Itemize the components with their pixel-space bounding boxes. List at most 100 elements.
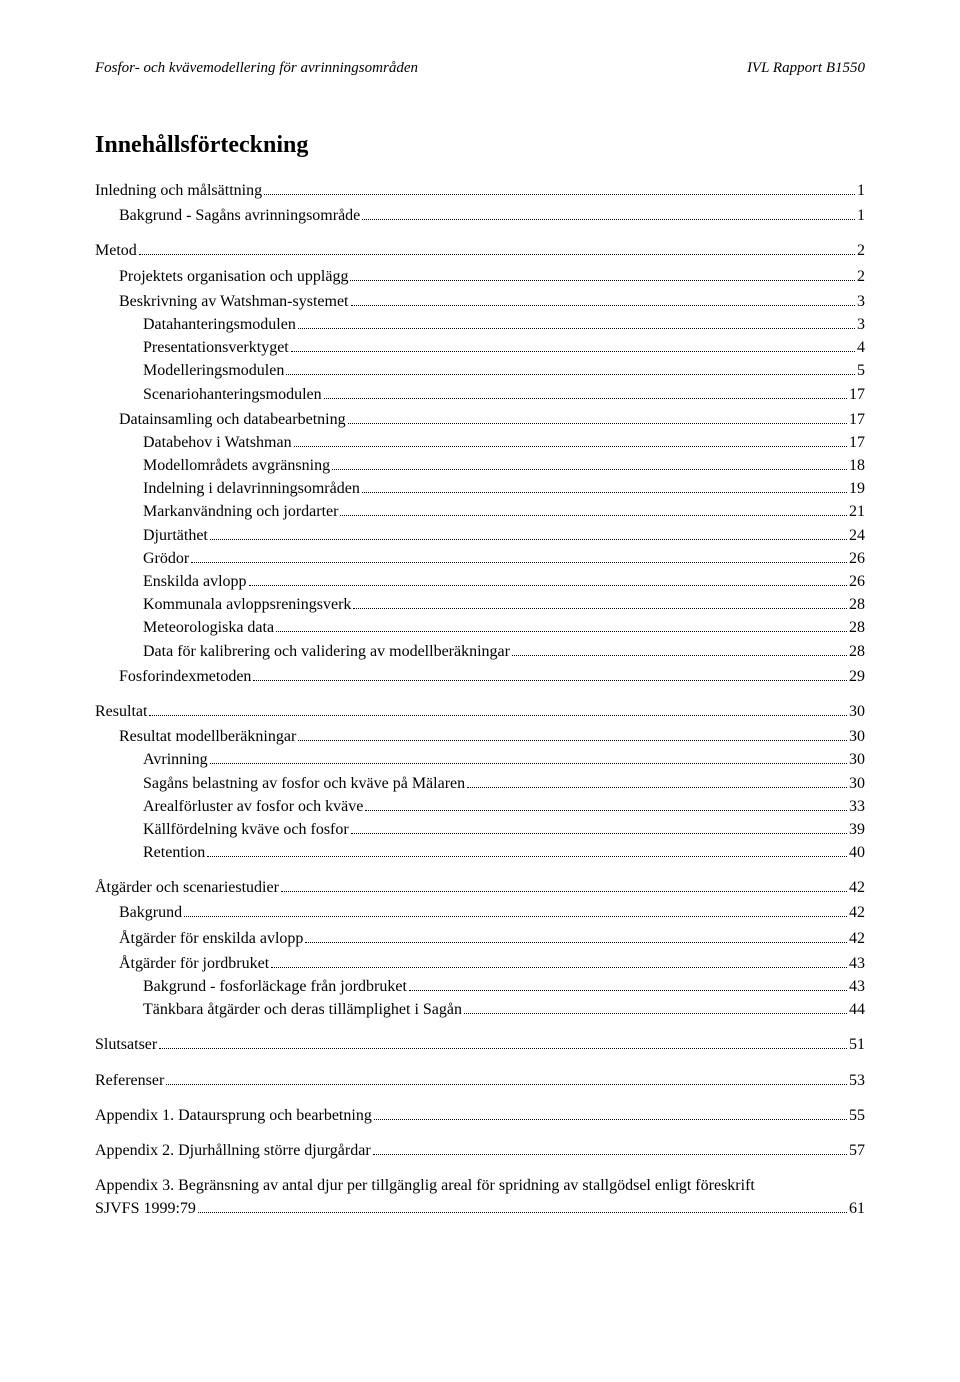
toc-entry-label: Enskilda avlopp bbox=[143, 570, 247, 593]
toc-entry-label: Slutsatser bbox=[95, 1033, 157, 1056]
toc-leader bbox=[340, 515, 847, 516]
toc-entry: Bakgrund - fosforläckage från jordbruket… bbox=[95, 975, 865, 998]
toc-leader bbox=[351, 833, 847, 834]
toc-entry-page: 3 bbox=[857, 313, 865, 336]
toc-entry-label: Retention bbox=[143, 841, 205, 864]
toc-entry-label: Projektets organisation och upplägg bbox=[119, 265, 348, 288]
toc-entry-page: 2 bbox=[857, 239, 865, 262]
toc-entry-label: Djurtäthet bbox=[143, 524, 208, 547]
toc-entry-label: Avrinning bbox=[143, 748, 208, 771]
toc-leader bbox=[298, 740, 847, 741]
toc-entry: Resultat modellberäkningar30 bbox=[95, 725, 865, 748]
toc-entry: Markanvändning och jordarter21 bbox=[95, 500, 865, 523]
toc-leader bbox=[139, 254, 855, 255]
toc-entry-page: 61 bbox=[849, 1197, 865, 1220]
toc-entry: Datahanteringsmodulen3 bbox=[95, 313, 865, 336]
toc-leader bbox=[512, 655, 847, 656]
toc-entry: Projektets organisation och upplägg 2 bbox=[95, 265, 865, 288]
toc-entry-label: Tänkbara åtgärder och deras tillämplighe… bbox=[143, 998, 462, 1021]
toc-entry-label: Arealförluster av fosfor och kväve bbox=[143, 795, 363, 818]
toc-leader bbox=[291, 351, 855, 352]
toc-entry-label: Bakgrund bbox=[119, 901, 182, 924]
toc-entry: Modelleringsmodulen5 bbox=[95, 359, 865, 382]
toc-entry-page: 28 bbox=[849, 616, 865, 639]
toc-entry-page: 43 bbox=[849, 952, 865, 975]
toc-entry: Djurtäthet 24 bbox=[95, 524, 865, 547]
toc-entry-page: 2 bbox=[857, 265, 865, 288]
toc-entry-page: 26 bbox=[849, 570, 865, 593]
toc-entry-label: SJVFS 1999:79 bbox=[95, 1197, 196, 1220]
toc-entry-label: Resultat bbox=[95, 700, 147, 723]
toc-entry-page: 42 bbox=[849, 927, 865, 950]
toc-leader bbox=[351, 305, 856, 306]
toc-leader bbox=[198, 1212, 847, 1213]
toc-entry: Slutsatser 51 bbox=[95, 1033, 865, 1056]
toc-entry: Beskrivning av Watshman-systemet 3 bbox=[95, 290, 865, 313]
toc-leader bbox=[298, 328, 855, 329]
toc-title: Innehållsförteckning bbox=[95, 132, 865, 159]
toc-leader bbox=[210, 539, 847, 540]
toc-entry: Appendix 3. Begränsning av antal djur pe… bbox=[95, 1174, 865, 1197]
toc-entry-label: Datainsamling och databearbetning bbox=[119, 408, 346, 431]
toc-entry-label: Källfördelning kväve och fosfor bbox=[143, 818, 349, 841]
toc-entry: Retention40 bbox=[95, 841, 865, 864]
toc-entry-page: 3 bbox=[857, 290, 865, 313]
toc-entry-page: 17 bbox=[849, 431, 865, 454]
toc-entry-page: 30 bbox=[849, 748, 865, 771]
toc-entry: Indelning i delavrinningsområden 19 bbox=[95, 477, 865, 500]
toc-entry-page: 57 bbox=[849, 1139, 865, 1162]
toc-entry-page: 55 bbox=[849, 1104, 865, 1127]
toc-leader bbox=[373, 1154, 847, 1155]
toc-entry-label: Appendix 1. Dataursprung och bearbetning bbox=[95, 1104, 372, 1127]
toc-leader bbox=[365, 810, 847, 811]
toc-entry-label: Presentationsverktyget bbox=[143, 336, 289, 359]
toc-entry-page: 24 bbox=[849, 524, 865, 547]
toc-entry-label: Beskrivning av Watshman-systemet bbox=[119, 290, 349, 313]
toc-leader bbox=[409, 990, 847, 991]
toc-entry: Arealförluster av fosfor och kväve33 bbox=[95, 795, 865, 818]
toc-entry-page: 1 bbox=[857, 179, 865, 202]
toc-entry-label: Sagåns belastning av fosfor och kväve på… bbox=[143, 772, 465, 795]
toc-entry-page: 51 bbox=[849, 1033, 865, 1056]
toc-entry-page: 26 bbox=[849, 547, 865, 570]
toc-entry-page: 17 bbox=[849, 383, 865, 406]
toc-entry-page: 17 bbox=[849, 408, 865, 431]
toc-entry-page: 19 bbox=[849, 477, 865, 500]
toc-entry-label: Resultat modellberäkningar bbox=[119, 725, 296, 748]
toc-entry-page: 29 bbox=[849, 665, 865, 688]
toc-entry: Datainsamling och databearbetning 17 bbox=[95, 408, 865, 431]
toc-entry-label: Data för kalibrering och validering av m… bbox=[143, 640, 510, 663]
toc-entry: Åtgärder och scenariestudier42 bbox=[95, 876, 865, 899]
toc-entry: SJVFS 1999:79 61 bbox=[95, 1197, 865, 1220]
toc-entry: Databehov i Watshman 17 bbox=[95, 431, 865, 454]
toc-entry: Källfördelning kväve och fosfor39 bbox=[95, 818, 865, 841]
header-right: IVL Rapport B1550 bbox=[747, 60, 865, 77]
toc-entry: Appendix 2. Djurhållning större djurgård… bbox=[95, 1139, 865, 1162]
toc-entry-label: Bakgrund - fosforläckage från jordbruket bbox=[143, 975, 407, 998]
toc-leader bbox=[253, 680, 847, 681]
toc-entry-label: Bakgrund - Sagåns avrinningsområde bbox=[119, 204, 360, 227]
toc-entry: Resultat30 bbox=[95, 700, 865, 723]
toc-entry-label: Modelleringsmodulen bbox=[143, 359, 284, 382]
toc-entry-page: 42 bbox=[849, 901, 865, 924]
toc-entry-label: Databehov i Watshman bbox=[143, 431, 292, 454]
toc-entry: Kommunala avloppsreningsverk 28 bbox=[95, 593, 865, 616]
toc-leader bbox=[207, 856, 847, 857]
toc-entry: Bakgrund - Sagåns avrinningsområde1 bbox=[95, 204, 865, 227]
toc-leader bbox=[249, 585, 847, 586]
toc-entry: Bakgrund 42 bbox=[95, 901, 865, 924]
toc-entry-label: Inledning och målsättning bbox=[95, 179, 262, 202]
toc-entry-page: 4 bbox=[857, 336, 865, 359]
toc-list: Inledning och målsättning1Bakgrund - Sag… bbox=[95, 179, 865, 1221]
toc-leader bbox=[271, 967, 847, 968]
toc-entry-label: Referenser bbox=[95, 1069, 164, 1092]
toc-entry-page: 28 bbox=[849, 593, 865, 616]
toc-entry-page: 28 bbox=[849, 640, 865, 663]
toc-leader bbox=[305, 942, 847, 943]
toc-entry-page: 30 bbox=[849, 772, 865, 795]
toc-entry-label: Markanvändning och jordarter bbox=[143, 500, 338, 523]
toc-entry-label: Indelning i delavrinningsområden bbox=[143, 477, 360, 500]
toc-entry: Metod2 bbox=[95, 239, 865, 262]
toc-entry: Modellområdets avgränsning18 bbox=[95, 454, 865, 477]
toc-entry-label: Kommunala avloppsreningsverk bbox=[143, 593, 351, 616]
